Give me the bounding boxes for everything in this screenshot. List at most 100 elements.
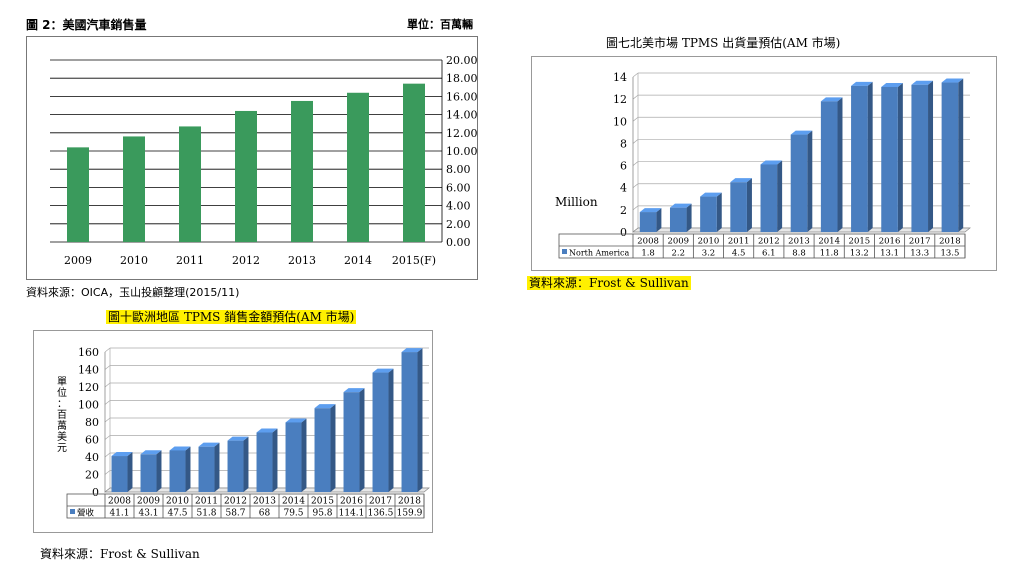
data-label: 8.8 — [792, 249, 806, 259]
gridline-side — [632, 117, 639, 122]
bar-top — [851, 81, 873, 86]
bar — [123, 136, 145, 242]
chart2-title: 圖七北美市場 TPMS 出貨量預估(AM 市場) — [606, 36, 841, 50]
legend-swatch — [562, 249, 567, 254]
x-tick-label: 2015(F) — [392, 254, 436, 267]
y-tick-label: 100 — [78, 399, 99, 412]
bar-side — [214, 442, 220, 492]
bar-top — [700, 192, 722, 197]
bar-side — [958, 78, 964, 233]
y-tick-label: 18.00 — [446, 72, 478, 85]
chart2-source-text: 資料來源：Frost & Sullivan — [527, 276, 691, 290]
x-tick-label: 2008 — [108, 497, 131, 507]
bar-top — [820, 97, 843, 102]
bar — [881, 86, 898, 232]
y-tick-label: 6.00 — [446, 181, 471, 194]
bar-side — [301, 418, 307, 492]
y-tick-label: 40 — [85, 451, 99, 464]
y-tick-label: 0 — [620, 226, 627, 239]
y-tick-label: 10.00 — [446, 145, 478, 158]
bar-top — [911, 80, 934, 85]
x-tick-label: 2011 — [728, 237, 750, 247]
data-label: 95.8 — [312, 509, 332, 519]
bar — [669, 207, 687, 232]
y-tick-label: 14.00 — [446, 109, 478, 122]
bar-side — [243, 436, 249, 492]
bar-side — [272, 428, 278, 492]
bar — [403, 83, 425, 242]
x-tick-label: 2010 — [698, 237, 720, 247]
bar-side — [867, 81, 873, 232]
y-tick-label: 16.00 — [446, 90, 478, 103]
legend-label: North America — [569, 249, 630, 258]
chart1-unit-label: 單位：百萬輛 — [407, 18, 473, 31]
bar-side — [359, 388, 365, 492]
bar-top — [639, 208, 662, 213]
gridline-side — [104, 435, 111, 440]
bar — [700, 196, 717, 232]
bar — [291, 100, 313, 242]
x-tick-label: 2013 — [788, 237, 810, 247]
y-tick-label: 14 — [613, 71, 627, 84]
bar-side — [807, 130, 813, 232]
chart2-svg: 0 2 4 6 8 10 12 14 2008 1.8 2009 2.2 2010 3.2 2011 4.5 2… — [555, 71, 971, 259]
y-tick-label: 2.00 — [446, 218, 471, 231]
gridline-side — [632, 205, 639, 211]
x-tick-label: 2010 — [120, 254, 148, 267]
data-label: 51.8 — [196, 509, 216, 519]
data-label: 2.2 — [672, 249, 686, 259]
bar-top — [372, 368, 394, 373]
y-axis-title-char: 位 — [57, 386, 67, 399]
chart3-svg: 0 20 40 60 80 100 120 140 160 2008 41.1 2009 43.1 201… — [57, 346, 430, 519]
chart2-frame — [531, 56, 997, 271]
x-tick-label: 2016 — [879, 237, 901, 247]
bar — [941, 82, 959, 233]
bar-top — [881, 82, 903, 87]
data-label: 114.1 — [339, 509, 365, 519]
y-axis-title-char: ： — [57, 399, 67, 410]
y-axis-title: Million — [555, 195, 598, 209]
y-tick-label: 8.00 — [446, 163, 471, 176]
bar-side — [928, 80, 934, 232]
chart2-source: 資料來源：Frost & Sullivan — [527, 274, 691, 291]
y-tick-label: 20 — [85, 469, 99, 482]
bar-top — [111, 452, 133, 457]
legend-label: 營收 — [77, 508, 95, 519]
x-tick-label: 2017 — [909, 237, 931, 247]
x-tick-label: 2011 — [176, 254, 204, 267]
bar-side — [127, 452, 133, 492]
bar-side — [716, 192, 722, 232]
bar — [198, 446, 215, 492]
y-axis-title-char: 萬 — [57, 419, 67, 432]
bar — [851, 85, 868, 232]
x-tick-label: 2010 — [166, 497, 189, 507]
bar — [343, 392, 360, 492]
chart1-frame — [26, 36, 478, 280]
bar-top — [790, 130, 813, 135]
data-label: 13.2 — [850, 249, 869, 259]
bar — [140, 454, 157, 492]
x-tick-label: 2015 — [849, 237, 871, 247]
bar — [256, 432, 273, 492]
bar-top — [941, 78, 964, 83]
y-tick-label: 120 — [78, 381, 99, 394]
data-label: 41.1 — [109, 509, 129, 519]
y-tick-label: 0 — [92, 486, 99, 499]
data-label: 6.1 — [762, 249, 776, 259]
y-axis-title-char: 單 — [57, 376, 67, 388]
x-tick-label: 2014 — [344, 254, 372, 267]
y-tick-label: 60 — [85, 434, 99, 447]
chart1-svg: 0.00 2.00 4.00 6.00 8.00 10.00 12.00 14.00 16.00… — [50, 54, 478, 267]
gridline-side — [632, 72, 639, 78]
chart3-title: 圖十歐洲地區 TPMS 銷售金額預估(AM 市場) — [106, 308, 357, 325]
data-label: 68 — [259, 509, 271, 519]
bar — [67, 147, 89, 242]
bar-top — [169, 446, 191, 451]
bar-side — [156, 450, 162, 492]
x-tick-label: 2014 — [818, 237, 840, 247]
chart1-source: 資料來源：OICA，玉山投顧整理(2015/11) — [26, 286, 240, 299]
data-label: 159.9 — [397, 509, 423, 519]
data-label: 11.8 — [820, 249, 839, 259]
x-tick-label: 2014 — [282, 497, 305, 507]
x-tick-label: 2018 — [939, 237, 961, 247]
